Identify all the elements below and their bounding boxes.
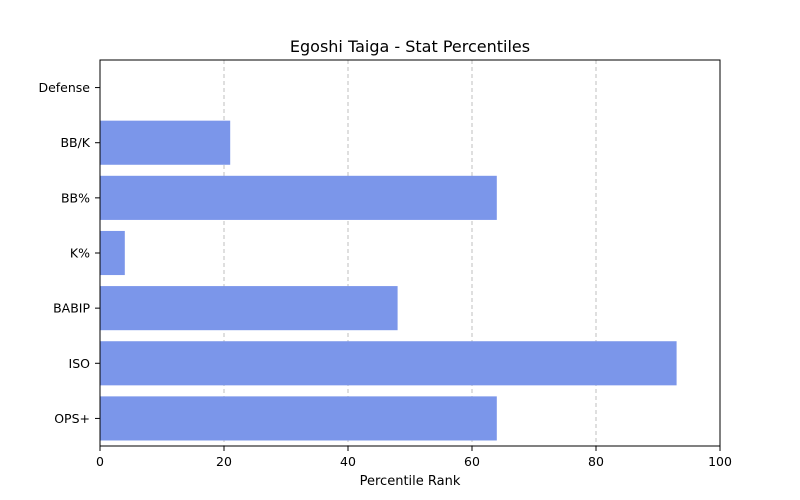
bar-BB% xyxy=(100,175,497,220)
bar-OPS+ xyxy=(100,396,497,441)
x-tick-label-2: 40 xyxy=(340,454,356,469)
bar-BB/K xyxy=(100,120,231,165)
x-axis: 0 20 40 60 80 100 xyxy=(96,446,732,469)
x-tick-label-4: 80 xyxy=(588,454,604,469)
x-axis-label: Percentile Rank xyxy=(360,474,461,489)
gridlines xyxy=(223,60,597,446)
x-tick-label-5: 100 xyxy=(708,454,732,469)
y-tick-label-4: BB% xyxy=(61,190,90,205)
plot-frame xyxy=(99,59,721,447)
y-tick-label-1: ISO xyxy=(69,356,91,371)
y-tick-label-2: BABIP xyxy=(53,301,90,316)
bar-BABIP xyxy=(100,286,398,331)
x-tick-label-3: 60 xyxy=(464,454,480,469)
y-tick-label-0: OPS+ xyxy=(54,411,90,426)
bars xyxy=(100,120,677,441)
bar-ISO xyxy=(100,341,677,386)
chart-title: Egoshi Taiga - Stat Percentiles xyxy=(290,37,530,56)
x-tick-label-0: 0 xyxy=(96,454,104,469)
y-tick-label-6: Defense xyxy=(38,80,90,95)
x-tick-label-1: 20 xyxy=(216,454,232,469)
bar-K% xyxy=(100,230,125,276)
y-axis: OPS+ ISO BABIP K% BB% BB/K Defense xyxy=(38,80,100,426)
y-tick-label-3: K% xyxy=(70,246,90,261)
y-tick-label-5: BB/K xyxy=(60,135,90,150)
